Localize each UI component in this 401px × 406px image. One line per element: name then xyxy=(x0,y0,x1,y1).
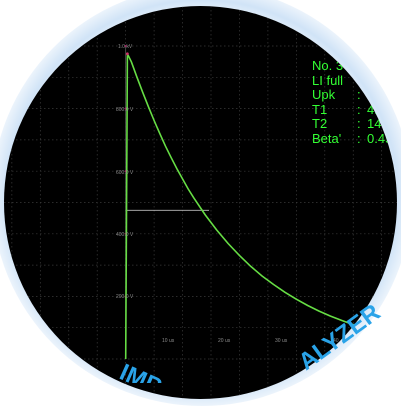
y-tick-label: 200.0 V xyxy=(116,294,134,300)
param-colon: : xyxy=(357,130,361,146)
waveform-plot xyxy=(4,6,397,399)
y-axis-tick-mark xyxy=(124,45,127,47)
param-label: T1 xyxy=(312,101,328,117)
param-upk: Upk : 95 xyxy=(312,87,381,103)
impulse-parameters-panel: No. 3 LI full Upk : 95 T1 : 411 T2 : 14.… xyxy=(312,58,397,147)
x-tick-label: 10 us xyxy=(162,338,175,344)
param-colon: : xyxy=(357,101,361,117)
x-tick-label: 20 us xyxy=(218,338,231,344)
shot-number-text: No. 3 xyxy=(312,58,344,73)
test-mode-text: LI full xyxy=(312,72,344,88)
x-tick-label: 40 xyxy=(333,338,339,344)
x-tick-label: 30 us xyxy=(275,338,288,344)
param-colon: : xyxy=(357,87,361,102)
param-t1: T1 : 411 xyxy=(312,101,388,118)
param-value: 95 xyxy=(367,87,382,102)
param-t2: T2 : 14.66 xyxy=(312,116,397,132)
param-label: Beta' xyxy=(312,130,342,146)
y-tick-label: 600.0 V xyxy=(116,170,134,176)
impulse-waveform-trace xyxy=(124,52,377,360)
y-tick-label: 1.0 kV xyxy=(118,44,133,50)
param-beta: Beta' : 0.45 xyxy=(312,130,392,147)
y-axis-tick-mark xyxy=(124,107,127,110)
param-value: 0.45 xyxy=(367,130,393,146)
param-value: 14.66 xyxy=(367,116,397,131)
param-label: T2 xyxy=(312,116,328,131)
y-tick-label: 800.0 V xyxy=(116,107,134,113)
param-colon: : xyxy=(357,116,361,131)
param-value: 411 xyxy=(367,101,388,117)
test-mode: LI full xyxy=(312,72,344,89)
y-tick-label: 400.0 V xyxy=(116,232,134,238)
oscilloscope-display: 1.0 kV 800.0 V 600.0 V 400.0 V 200.0 V 1… xyxy=(4,6,397,399)
shot-number: No. 3 xyxy=(312,58,344,74)
peak-marker xyxy=(125,52,129,56)
param-label: Upk xyxy=(312,87,336,102)
